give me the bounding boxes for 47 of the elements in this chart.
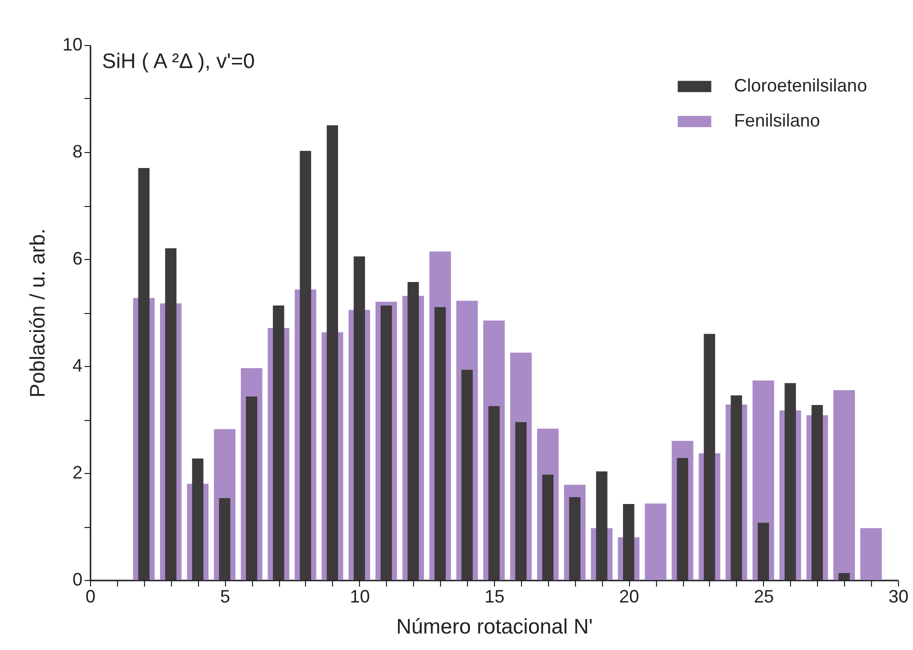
bar (272, 306, 284, 580)
bar (380, 306, 392, 580)
bar (704, 334, 716, 580)
bar (838, 573, 850, 580)
bar (165, 248, 176, 580)
bar (860, 528, 882, 580)
bar (676, 458, 688, 580)
bar (542, 474, 554, 580)
bar (833, 390, 855, 580)
bar (354, 256, 365, 580)
bar (569, 497, 580, 580)
x-tick-label: 5 (220, 586, 230, 606)
y-tick-label: 4 (72, 356, 82, 376)
x-tick-label: 10 (350, 586, 370, 606)
x-tick-label: 25 (754, 586, 774, 606)
bar (488, 406, 500, 580)
bar (644, 503, 666, 580)
bar (812, 405, 823, 580)
bar (300, 150, 312, 580)
y-tick-label: 8 (72, 142, 82, 162)
y-tick-label: 10 (62, 34, 82, 54)
legend-label: Cloroetenilsilano (734, 76, 868, 96)
bar (758, 522, 769, 580)
x-tick-label: 20 (619, 586, 640, 606)
bar (219, 498, 230, 580)
y-axis-title: Población / u. arb. (26, 228, 50, 398)
chart-title: SiH ( A ²Δ ), v'=0 (102, 50, 255, 73)
y-tick-label: 2 (72, 462, 82, 482)
bar (326, 125, 338, 580)
bar (730, 395, 742, 580)
bar (408, 282, 419, 580)
bar (246, 396, 258, 580)
legend-label: Fenilsilano (734, 110, 820, 130)
bar (434, 307, 446, 580)
bar (138, 168, 150, 580)
x-axis-title: Número rotacional N' (396, 616, 593, 638)
x-tick-label: 30 (888, 586, 909, 606)
x-tick-label: 15 (484, 586, 505, 606)
bar (192, 458, 204, 580)
x-tick-label: 0 (85, 586, 96, 606)
bar (461, 370, 473, 580)
bar (623, 504, 634, 580)
y-tick-label: 0 (72, 570, 82, 590)
bar (784, 383, 796, 580)
bar (515, 422, 527, 580)
y-tick-label: 6 (72, 248, 82, 268)
bar (596, 471, 608, 580)
